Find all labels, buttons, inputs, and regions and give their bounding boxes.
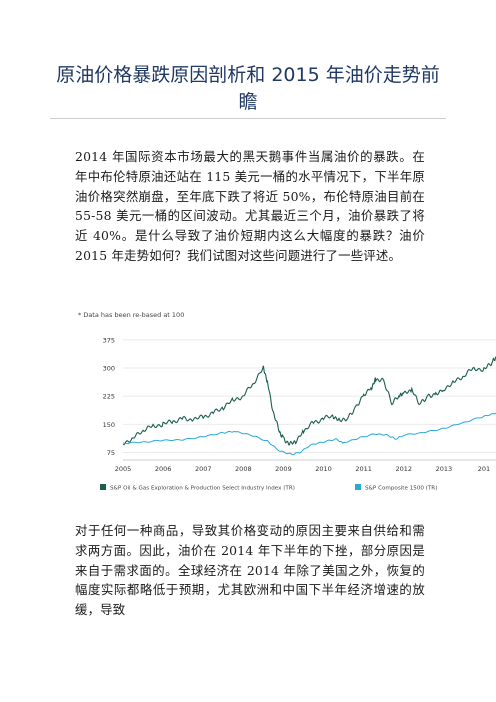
legend-label: S&P Composite 1500 (TR) xyxy=(365,486,437,492)
x-tick-label: 2006 xyxy=(155,465,172,473)
x-tick-label: 2011 xyxy=(355,465,372,473)
x-tick-label: 2010 xyxy=(315,465,332,473)
oil-gas-index-line xyxy=(122,356,496,446)
y-axis: 375 300 225 150 75 xyxy=(103,336,496,457)
series-lines xyxy=(122,356,496,456)
y-tick-label: 75 xyxy=(107,449,115,457)
y-tick-label: 300 xyxy=(103,365,115,373)
sp-composite-line xyxy=(122,412,496,456)
legend-swatch xyxy=(100,484,106,490)
title-divider xyxy=(50,118,446,119)
price-chart: * Data has been re-based at 100 375 300 22… xyxy=(78,311,496,492)
x-tick-label: 2009 xyxy=(275,465,292,473)
intro-paragraph: 2014 年国际资本市场最大的黑天鹅事件当属油价的暴跌。在年中布伦特原油还站在 … xyxy=(75,149,425,263)
chart-legend: S&P Oil & Gas Exploration & Production S… xyxy=(100,484,437,492)
x-tick-label: 2012 xyxy=(395,465,412,473)
x-tick-label: 2005 xyxy=(115,465,132,473)
y-tick-label: 375 xyxy=(103,336,115,344)
x-tick-label: 201 xyxy=(478,465,490,473)
x-tick-label: 2008 xyxy=(235,465,252,473)
chart-note: * Data has been re-based at 100 xyxy=(78,311,184,319)
legend-swatch xyxy=(355,484,361,490)
y-tick-label: 150 xyxy=(103,421,115,429)
legend-label: S&P Oil & Gas Exploration & Production S… xyxy=(110,486,295,492)
x-tick-label: 2007 xyxy=(195,465,212,473)
x-axis: 2005 2006 2007 2008 2009 2010 2011 2012 2013 201 xyxy=(115,459,496,473)
document-title: 原油价格暴跌原因剖析和 2015 年油价走势前瞻 xyxy=(56,64,440,113)
y-tick-label: 225 xyxy=(103,393,115,401)
x-tick-label: 2013 xyxy=(436,465,453,473)
body-paragraph: 对于任何一种商品，导致其价格变动的原因主要来自供给和需求两方面。因此，油价在 2… xyxy=(75,523,425,618)
